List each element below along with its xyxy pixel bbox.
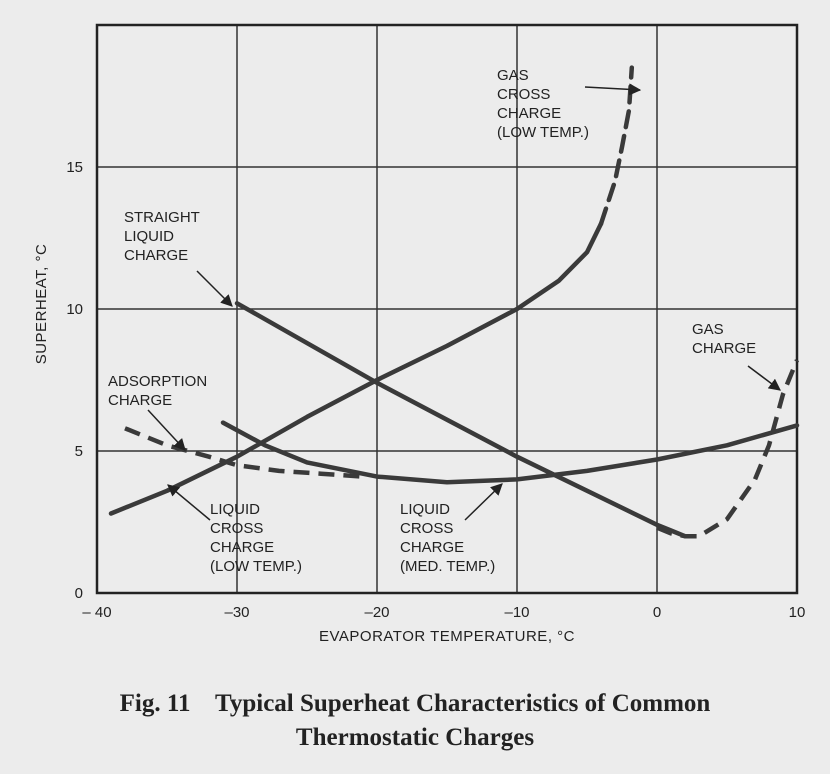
annotation-straight-liquid-charge: STRAIGHT LIQUID CHARGE <box>124 209 233 307</box>
annotation-line: (LOW TEMP.) <box>210 558 302 575</box>
annotation-line: CHARGE <box>400 539 464 556</box>
figure-caption-line-1: Fig. 11 Typical Superheat Characteristic… <box>119 690 711 717</box>
x-tick-label: –30 <box>224 604 249 621</box>
x-tick-label: 10 <box>789 604 806 621</box>
y-tick-label: 15 <box>66 159 83 176</box>
x-tick-label: – 40 <box>82 604 111 621</box>
annotation-line: (MED. TEMP.) <box>400 558 495 575</box>
series-gas-cross-charge-low-temp-solid <box>108 221 604 516</box>
annotation-line: CHARGE <box>497 105 561 122</box>
annotation-line: CROSS <box>400 520 453 537</box>
superheat-chart: – 40 –30 –20 –10 0 10 0 5 10 15 GAS CROSS CHARGE (LO… <box>33 23 805 645</box>
series-gas-cross-charge-low-temp-dashed <box>598 65 635 227</box>
annotation-gas-cross-charge-low-temp: GAS CROSS CHARGE (LOW TEMP.) <box>497 67 642 141</box>
x-tick-label: –10 <box>504 604 529 621</box>
annotation-arrow <box>747 365 781 391</box>
annotation-line: LIQUID <box>210 501 260 518</box>
annotation-line: (LOW TEMP.) <box>497 124 589 141</box>
series-gas-charge <box>656 359 800 539</box>
series-group <box>108 65 800 539</box>
annotation-gas-charge: GAS CHARGE <box>692 321 781 391</box>
series-adsorption-charge <box>124 426 364 479</box>
annotation-line: LIQUID <box>400 501 450 518</box>
annotation-arrow <box>196 270 233 307</box>
annotation-adsorption-charge: ADSORPTION CHARGE <box>108 373 207 451</box>
x-tick-label: –20 <box>364 604 389 621</box>
annotation-line: ADSORPTION <box>108 373 207 390</box>
x-axis-label: EVAPORATOR TEMPERATURE, °C <box>319 628 575 645</box>
annotation-line: STRAIGHT <box>124 209 200 226</box>
annotation-line: LIQUID <box>124 228 174 245</box>
grid <box>97 25 797 593</box>
annotation-line: GAS <box>692 321 724 338</box>
annotation-line: CHARGE <box>210 539 274 556</box>
x-tick-label: 0 <box>653 604 661 621</box>
annotation-line: CROSS <box>210 520 263 537</box>
series-liquid-cross-charge-med-temp <box>220 420 800 485</box>
annotation-line: CHARGE <box>692 340 756 357</box>
y-axis-label: SUPERHEAT, °C <box>33 244 50 365</box>
y-tick-label: 0 <box>75 585 83 602</box>
tick-labels: – 40 –30 –20 –10 0 10 0 5 10 15 <box>66 159 805 621</box>
y-tick-label: 5 <box>75 443 83 460</box>
annotation-line: CHARGE <box>124 247 188 264</box>
y-tick-label: 10 <box>66 301 83 318</box>
annotation-liquid-cross-charge-med-temp: LIQUID CROSS CHARGE (MED. TEMP.) <box>400 483 503 575</box>
series-straight-liquid-charge <box>234 301 688 539</box>
annotation-arrow <box>147 409 186 451</box>
plot-frame <box>95 23 799 595</box>
annotation-liquid-cross-charge-low-temp: LIQUID CROSS CHARGE (LOW TEMP.) <box>167 484 302 575</box>
figure-caption-line-2: Thermostatic Charges <box>295 724 535 751</box>
annotation-line: CROSS <box>497 86 550 103</box>
annotation-line: CHARGE <box>108 392 172 409</box>
annotation-line: GAS <box>497 67 529 84</box>
annotation-arrow <box>167 484 211 521</box>
annotation-arrow <box>464 483 503 521</box>
annotations: GAS CROSS CHARGE (LOW TEMP.) STRAIGHT LIQUID C… <box>108 67 781 575</box>
annotation-arrow <box>584 83 642 96</box>
